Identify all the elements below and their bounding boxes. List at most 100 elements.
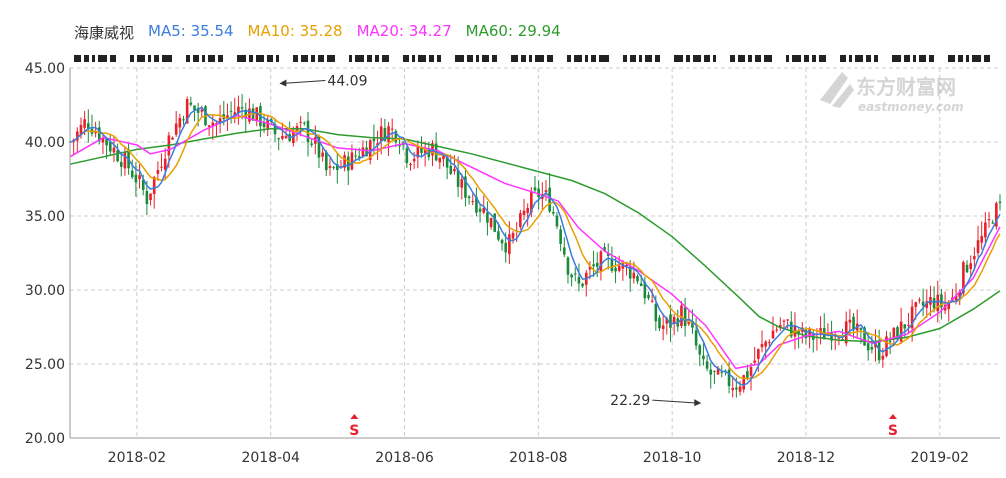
candle-body	[277, 138, 281, 140]
candle-body	[639, 283, 643, 287]
candle-body	[123, 152, 127, 169]
candle-body	[471, 201, 475, 203]
news-marker	[327, 55, 335, 62]
candle-body	[526, 207, 529, 213]
candle-body	[789, 321, 793, 337]
candle-body	[958, 291, 962, 298]
candle-body	[438, 157, 442, 163]
news-marker	[202, 55, 205, 62]
news-marker	[218, 55, 223, 62]
news-marker	[655, 55, 660, 62]
news-marker	[237, 55, 246, 62]
news-marker	[866, 55, 871, 62]
candle-body	[980, 235, 983, 243]
candle-body	[987, 219, 991, 221]
candle-body	[654, 304, 658, 322]
news-marker	[382, 55, 389, 62]
candle-body	[599, 251, 603, 272]
news-marker	[704, 55, 710, 62]
annotation-arrow	[281, 79, 326, 84]
news-marker	[521, 55, 526, 62]
news-marker	[792, 55, 801, 62]
candle-body	[365, 147, 368, 157]
candle-body	[705, 361, 709, 369]
candle-body	[870, 347, 874, 350]
candle-body	[819, 328, 822, 334]
candle-body	[500, 239, 504, 244]
candle-body	[672, 316, 676, 324]
news-marker	[529, 55, 532, 62]
candle-body	[200, 109, 204, 112]
candle-body	[317, 136, 321, 158]
news-marker	[972, 55, 981, 62]
candle-body	[262, 122, 266, 128]
candle-body	[650, 300, 654, 302]
candle-body	[105, 138, 108, 146]
candle-body	[306, 120, 310, 143]
ma60-line	[69, 127, 1001, 343]
news-marker	[311, 55, 315, 62]
candle-body	[852, 316, 855, 330]
candle-body	[138, 175, 141, 180]
candle-body	[746, 371, 749, 378]
news-marker	[349, 55, 352, 62]
candle-body	[628, 266, 632, 279]
candle-body	[412, 158, 416, 162]
candle-body	[786, 319, 789, 321]
news-marker	[154, 55, 159, 62]
candle-body	[625, 264, 628, 267]
candle-body	[328, 166, 332, 168]
candle-body	[394, 130, 398, 143]
candle-body	[552, 211, 555, 214]
x-tick-label: 2018-06	[375, 450, 434, 466]
candle-body	[555, 215, 559, 227]
candle-body	[522, 210, 526, 216]
candle-body	[182, 119, 185, 121]
x-tick-label: 2018-10	[643, 450, 702, 466]
candle-body	[141, 179, 145, 190]
news-marker	[482, 55, 489, 62]
legend-ma10: MA10: 35.28	[247, 22, 343, 40]
x-tick-label: 2018-12	[777, 450, 836, 466]
candle-body	[361, 147, 365, 157]
candle-body	[79, 124, 83, 136]
candle-body	[768, 342, 771, 344]
candle-body	[636, 276, 639, 282]
candle-body	[87, 123, 90, 129]
news-marker	[840, 55, 846, 62]
candle-body	[731, 387, 735, 391]
ma-lines	[69, 106, 1001, 386]
candle-body	[409, 164, 412, 166]
candle-body	[866, 343, 870, 351]
candle-body	[456, 169, 460, 187]
candle-body	[808, 329, 811, 338]
news-marker	[249, 55, 253, 62]
news-marker	[186, 55, 190, 62]
candle-body	[896, 327, 899, 340]
candle-body	[691, 321, 694, 328]
news-marker	[948, 55, 955, 62]
candle-body	[775, 329, 778, 331]
candle-body	[680, 305, 683, 326]
candle-body	[632, 272, 636, 279]
candle-body	[910, 306, 914, 329]
y-tick-label: 45.00	[25, 61, 65, 77]
news-marker	[966, 55, 969, 62]
news-marker	[467, 55, 473, 62]
candle-body	[339, 166, 343, 168]
candle-body	[108, 141, 112, 152]
candle-body	[233, 112, 237, 116]
news-marker	[567, 55, 571, 62]
candle-body	[947, 302, 951, 310]
candle-body	[460, 179, 464, 188]
candle-body	[467, 196, 471, 199]
candle-body	[185, 99, 189, 124]
news-marker	[267, 55, 273, 62]
candle-body	[940, 294, 943, 308]
candle-body	[603, 247, 606, 252]
news-marker	[730, 55, 735, 62]
candle-body	[976, 240, 980, 254]
candle-body	[888, 340, 892, 343]
y-tick-label: 20.00	[25, 431, 65, 447]
